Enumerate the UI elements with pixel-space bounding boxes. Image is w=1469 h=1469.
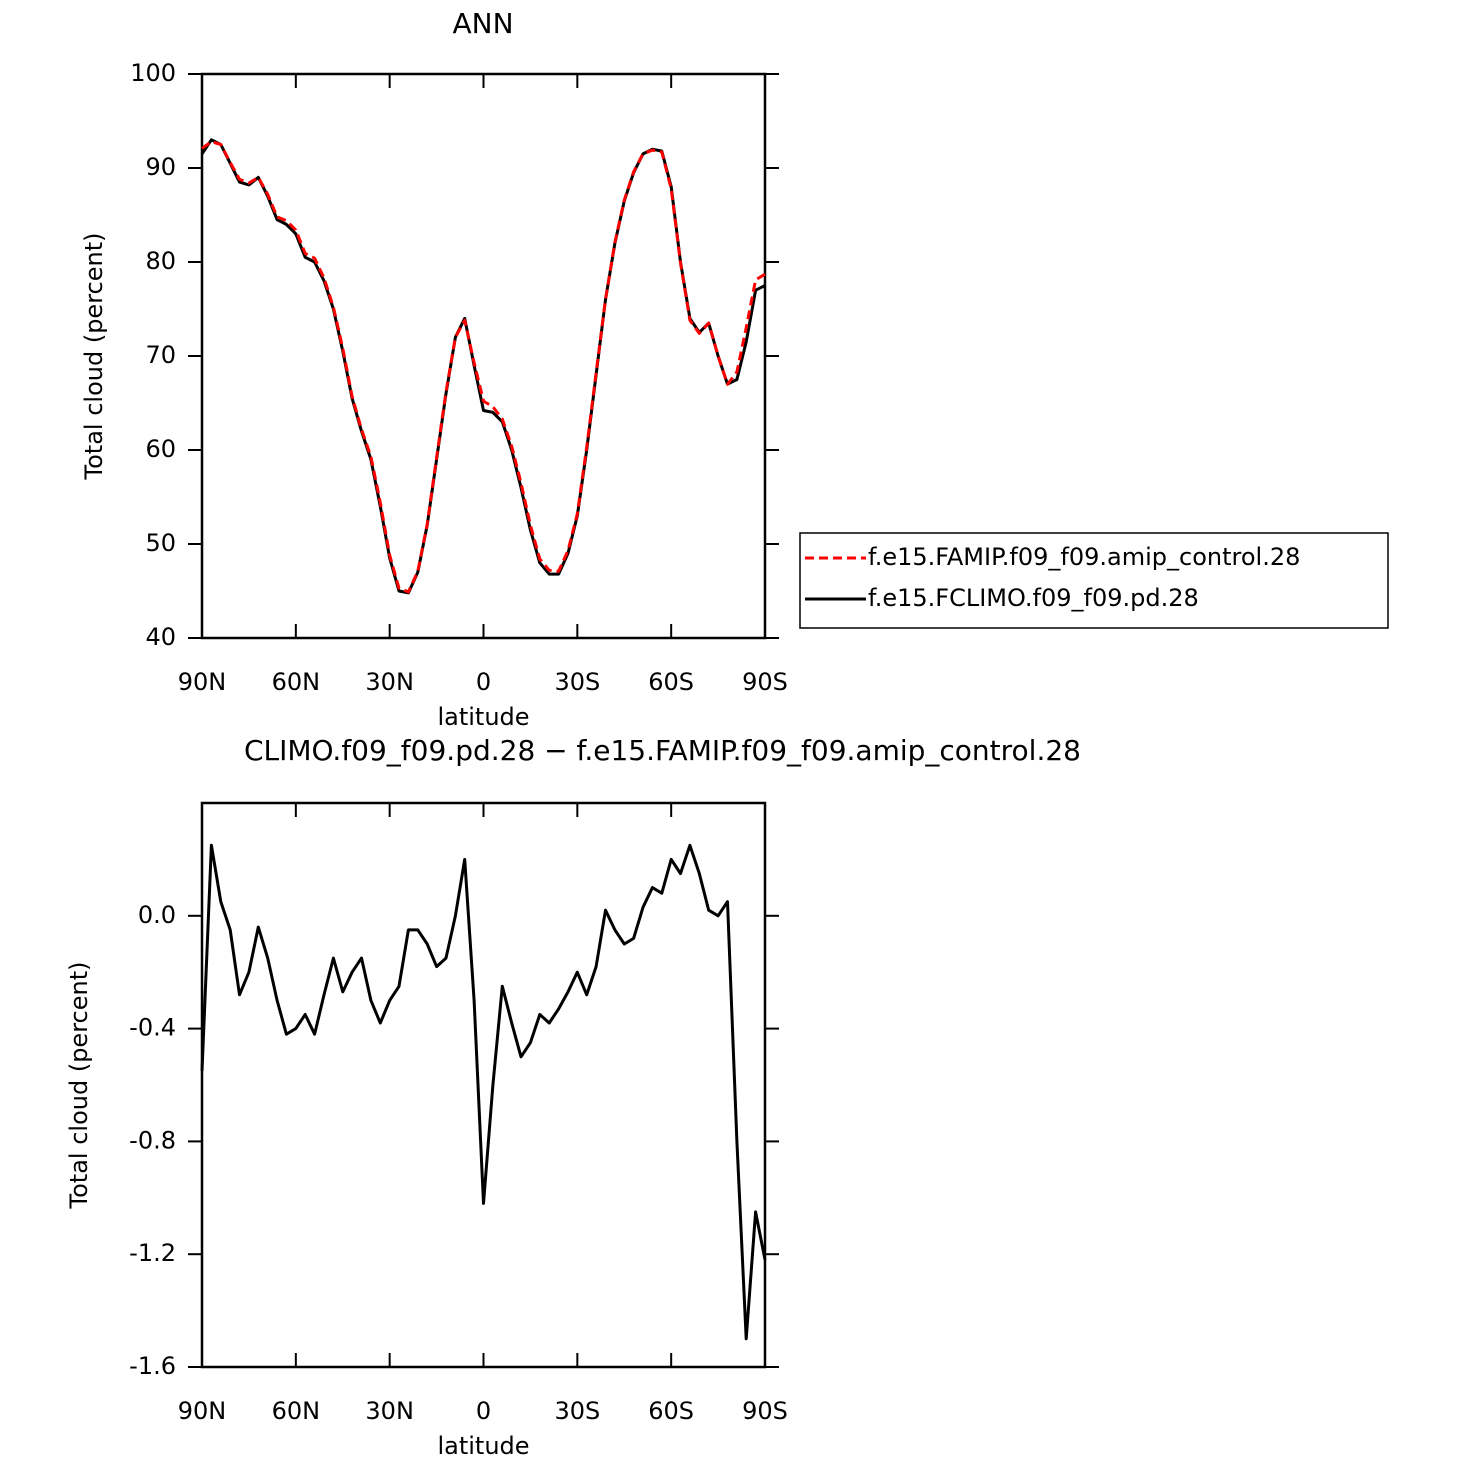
y-tick-label: 70 [145,341,176,369]
y-tick-label: 40 [145,623,176,651]
x-tick-label: 0 [476,1397,491,1425]
x-tick-label: 90N [178,668,227,696]
plot-frame [200,801,767,1369]
plot-frame [200,72,767,640]
x-tick-label: 30N [365,668,414,696]
y-axis-label: Total cloud (percent) [80,233,108,481]
y-tick-label: 100 [130,59,176,87]
y-tick-label: -1.2 [129,1239,176,1267]
x-tick-label: 60S [648,1397,694,1425]
x-tick-label: 30S [554,668,600,696]
chart-title: CLIMO.f09_f09.pd.28 − f.e15.FAMIP.f09_f0… [244,734,1081,767]
y-tick-label: -0.8 [129,1126,176,1154]
legend-label: f.e15.FAMIP.f09_f09.amip_control.28 [868,543,1300,571]
x-tick-label: 90S [742,668,788,696]
y-tick-label: -0.4 [129,1014,176,1042]
y-axis-label: Total cloud (percent) [65,962,93,1210]
x-tick-label: 30S [554,1397,600,1425]
y-tick-label: 90 [145,153,176,181]
y-tick-label: 60 [145,435,176,463]
legend-label: f.e15.FCLIMO.f09_f09.pd.28 [868,584,1199,612]
x-axis-label: latitude [437,703,529,731]
y-tick-label: 80 [145,247,176,275]
x-axis-label: latitude [437,1432,529,1460]
x-tick-label: 0 [476,668,491,696]
x-tick-label: 30N [365,1397,414,1425]
data-line [200,843,767,1341]
y-tick-label: 0.0 [138,901,176,929]
x-tick-label: 60S [648,668,694,696]
y-tick-label: -1.6 [129,1352,176,1380]
x-tick-label: 90N [178,1397,227,1425]
x-tick-label: 60N [272,1397,321,1425]
x-tick-label: 60N [272,668,321,696]
data-line [201,140,766,594]
legend-box [799,532,1389,629]
y-tick-label: 50 [145,529,176,557]
chart-title: ANN [452,7,513,40]
x-tick-label: 90S [742,1397,788,1425]
data-line [200,138,766,595]
